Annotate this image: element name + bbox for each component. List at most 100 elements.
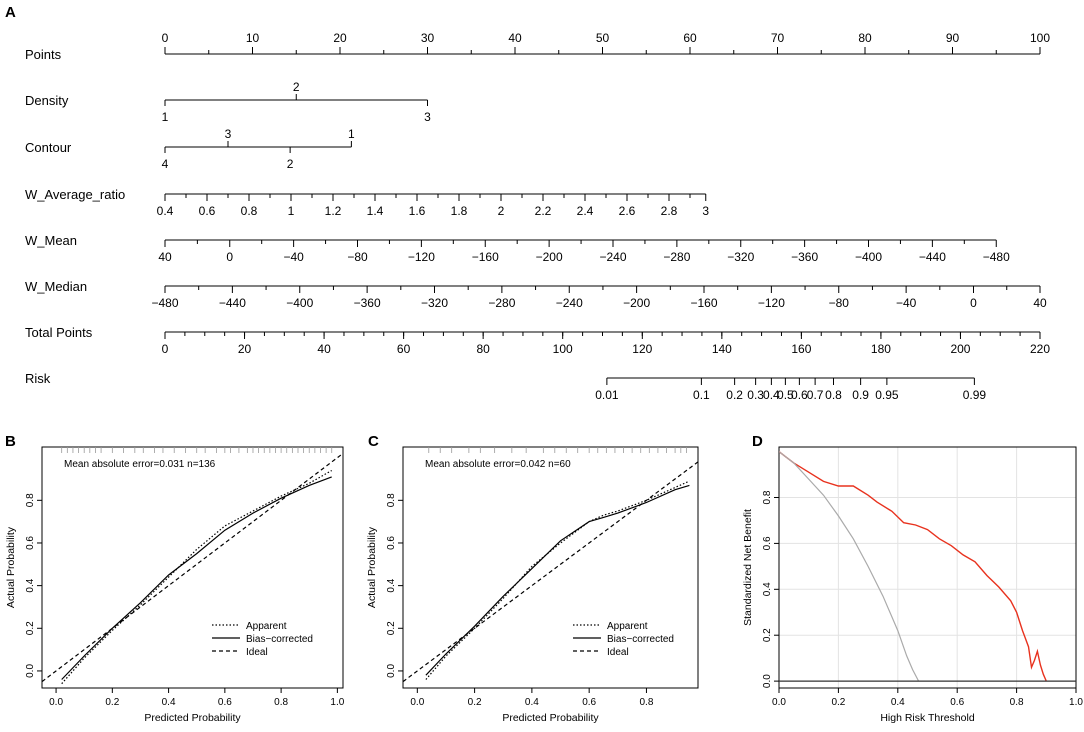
tick-label-risk: 0.5 (777, 388, 794, 402)
tick-label-total-points: 100 (553, 342, 573, 356)
tick-label-density: 2 (293, 80, 300, 94)
x-tick-label-b: 0.6 (218, 697, 232, 708)
tick-label-risk: 0.2 (726, 388, 743, 402)
plot-frame-d (778, 446, 1077, 689)
tick-label-w-median: −40 (896, 296, 917, 310)
series-line-ideal-c (403, 461, 698, 683)
tick-label-w-average-ratio: 2.6 (619, 204, 636, 218)
tick-label-w-average-ratio: 0.8 (241, 204, 258, 218)
tick-label-risk: 0.95 (875, 388, 899, 402)
tick-label-w-mean: −320 (727, 250, 754, 264)
tick-label-points: 30 (421, 31, 435, 45)
x-tick-label-b: 1.0 (330, 697, 344, 708)
tick-label-total-points: 220 (1030, 342, 1050, 356)
x-tick-label-c: 0.8 (639, 697, 653, 708)
legend-label-bias-corrected-b: Bias−corrected (246, 634, 313, 645)
tick-label-total-points: 20 (238, 342, 252, 356)
x-tick-label-d: 0.2 (831, 697, 845, 708)
tick-label-w-mean: −240 (599, 250, 626, 264)
tick-label-w-average-ratio: 2 (498, 204, 505, 218)
tick-label-risk: 0.7 (807, 388, 824, 402)
tick-label-w-mean: 0 (226, 250, 233, 264)
tick-label-w-median: 40 (1033, 296, 1047, 310)
y-tick-label-b: 0.2 (25, 621, 36, 635)
tick-label-risk: 0.4 (763, 388, 780, 402)
tick-label-total-points: 200 (950, 342, 970, 356)
row-label-total-points: Total Points (25, 325, 93, 340)
x-tick-label-c: 0.6 (582, 697, 596, 708)
tick-label-points: 20 (333, 31, 347, 45)
tick-label-w-average-ratio: 2.2 (535, 204, 552, 218)
series-line-all-d (779, 451, 920, 682)
row-label-contour: Contour (25, 140, 72, 155)
tick-label-risk: 0.01 (595, 388, 619, 402)
tick-label-w-median: −440 (219, 296, 246, 310)
tick-label-risk: 0.8 (825, 388, 842, 402)
tick-label-density: 3 (424, 110, 431, 124)
y-tick-label-c: 0.4 (386, 578, 397, 592)
tick-label-w-mean: −280 (663, 250, 690, 264)
tick-label-w-mean: −400 (855, 250, 882, 264)
tick-label-w-median: −360 (354, 296, 381, 310)
tick-label-w-average-ratio: 1.8 (451, 204, 468, 218)
tick-label-w-mean: −120 (408, 250, 435, 264)
tick-label-points: 50 (596, 31, 610, 45)
y-tick-label-c: 0.0 (386, 664, 397, 678)
tick-label-contour: 2 (287, 157, 294, 171)
row-label-w-average-ratio: W_Average_ratio (25, 187, 125, 202)
y-axis-title-c: Actual Probability (366, 526, 378, 608)
tick-label-density: 1 (162, 110, 169, 124)
row-label-density: Density (25, 93, 69, 108)
series-line-ideal-b (42, 452, 343, 683)
y-tick-label-b: 0.6 (25, 536, 36, 550)
y-tick-label-b: 0.8 (25, 493, 36, 507)
annotation-c: Mean absolute error=0.042 n=60 (425, 459, 571, 470)
row-label-points: Points (25, 47, 62, 62)
x-tick-label-c: 0.0 (410, 697, 424, 708)
series-line-model-d (779, 451, 1047, 682)
x-tick-label-c: 0.2 (468, 697, 482, 708)
tick-label-total-points: 160 (791, 342, 811, 356)
tick-label-w-median: −120 (758, 296, 785, 310)
tick-label-w-median: −160 (690, 296, 717, 310)
y-tick-label-d: 0.2 (762, 628, 773, 642)
tick-label-w-mean: −80 (347, 250, 368, 264)
tick-label-points: 70 (771, 31, 785, 45)
tick-label-w-median: −280 (488, 296, 515, 310)
tick-label-w-median: −320 (421, 296, 448, 310)
tick-label-total-points: 60 (397, 342, 411, 356)
calibration-plot-b: 0.0 0.2 0.4 0.6 0.8 1.0 0.0 0.2 0.4 0.6 0.8 Predict… (5, 446, 345, 724)
legend-label-apparent-c: Apparent (607, 621, 648, 632)
tick-label-total-points: 0 (162, 342, 169, 356)
x-axis-title-b: Predicted Probability (144, 712, 241, 724)
tick-label-w-average-ratio: 1 (288, 204, 295, 218)
tick-label-w-average-ratio: 0.6 (199, 204, 216, 218)
x-tick-label-b: 0.2 (105, 697, 119, 708)
annotation-b: Mean absolute error=0.031 n=136 (64, 459, 216, 470)
x-tick-label-b: 0.0 (49, 697, 63, 708)
tick-label-w-median: −200 (623, 296, 650, 310)
panel-label-b: B (5, 433, 16, 450)
tick-label-points: 10 (246, 31, 260, 45)
x-tick-label-b: 0.8 (274, 697, 288, 708)
tick-label-w-average-ratio: 0.4 (157, 204, 174, 218)
panel-label-a: A (5, 4, 16, 21)
row-label-risk: Risk (25, 371, 51, 386)
series-line-bias-corrected-b (61, 476, 332, 680)
tick-label-points: 100 (1030, 31, 1050, 45)
tick-label-total-points: 140 (712, 342, 732, 356)
tick-label-w-average-ratio: 1.2 (325, 204, 342, 218)
tick-label-points: 40 (508, 31, 522, 45)
tick-label-w-mean: −160 (472, 250, 499, 264)
y-axis-title-b: Actual Probability (5, 526, 17, 608)
tick-label-risk: 0.9 (852, 388, 869, 402)
tick-label-points: 60 (683, 31, 697, 45)
series-line-apparent-c (425, 480, 690, 680)
tick-label-risk: 0.99 (963, 388, 987, 402)
y-tick-label-c: 0.8 (386, 493, 397, 507)
tick-label-w-median: −240 (556, 296, 583, 310)
tick-label-w-mean: −200 (536, 250, 563, 264)
panel-label-c: C (368, 433, 379, 450)
